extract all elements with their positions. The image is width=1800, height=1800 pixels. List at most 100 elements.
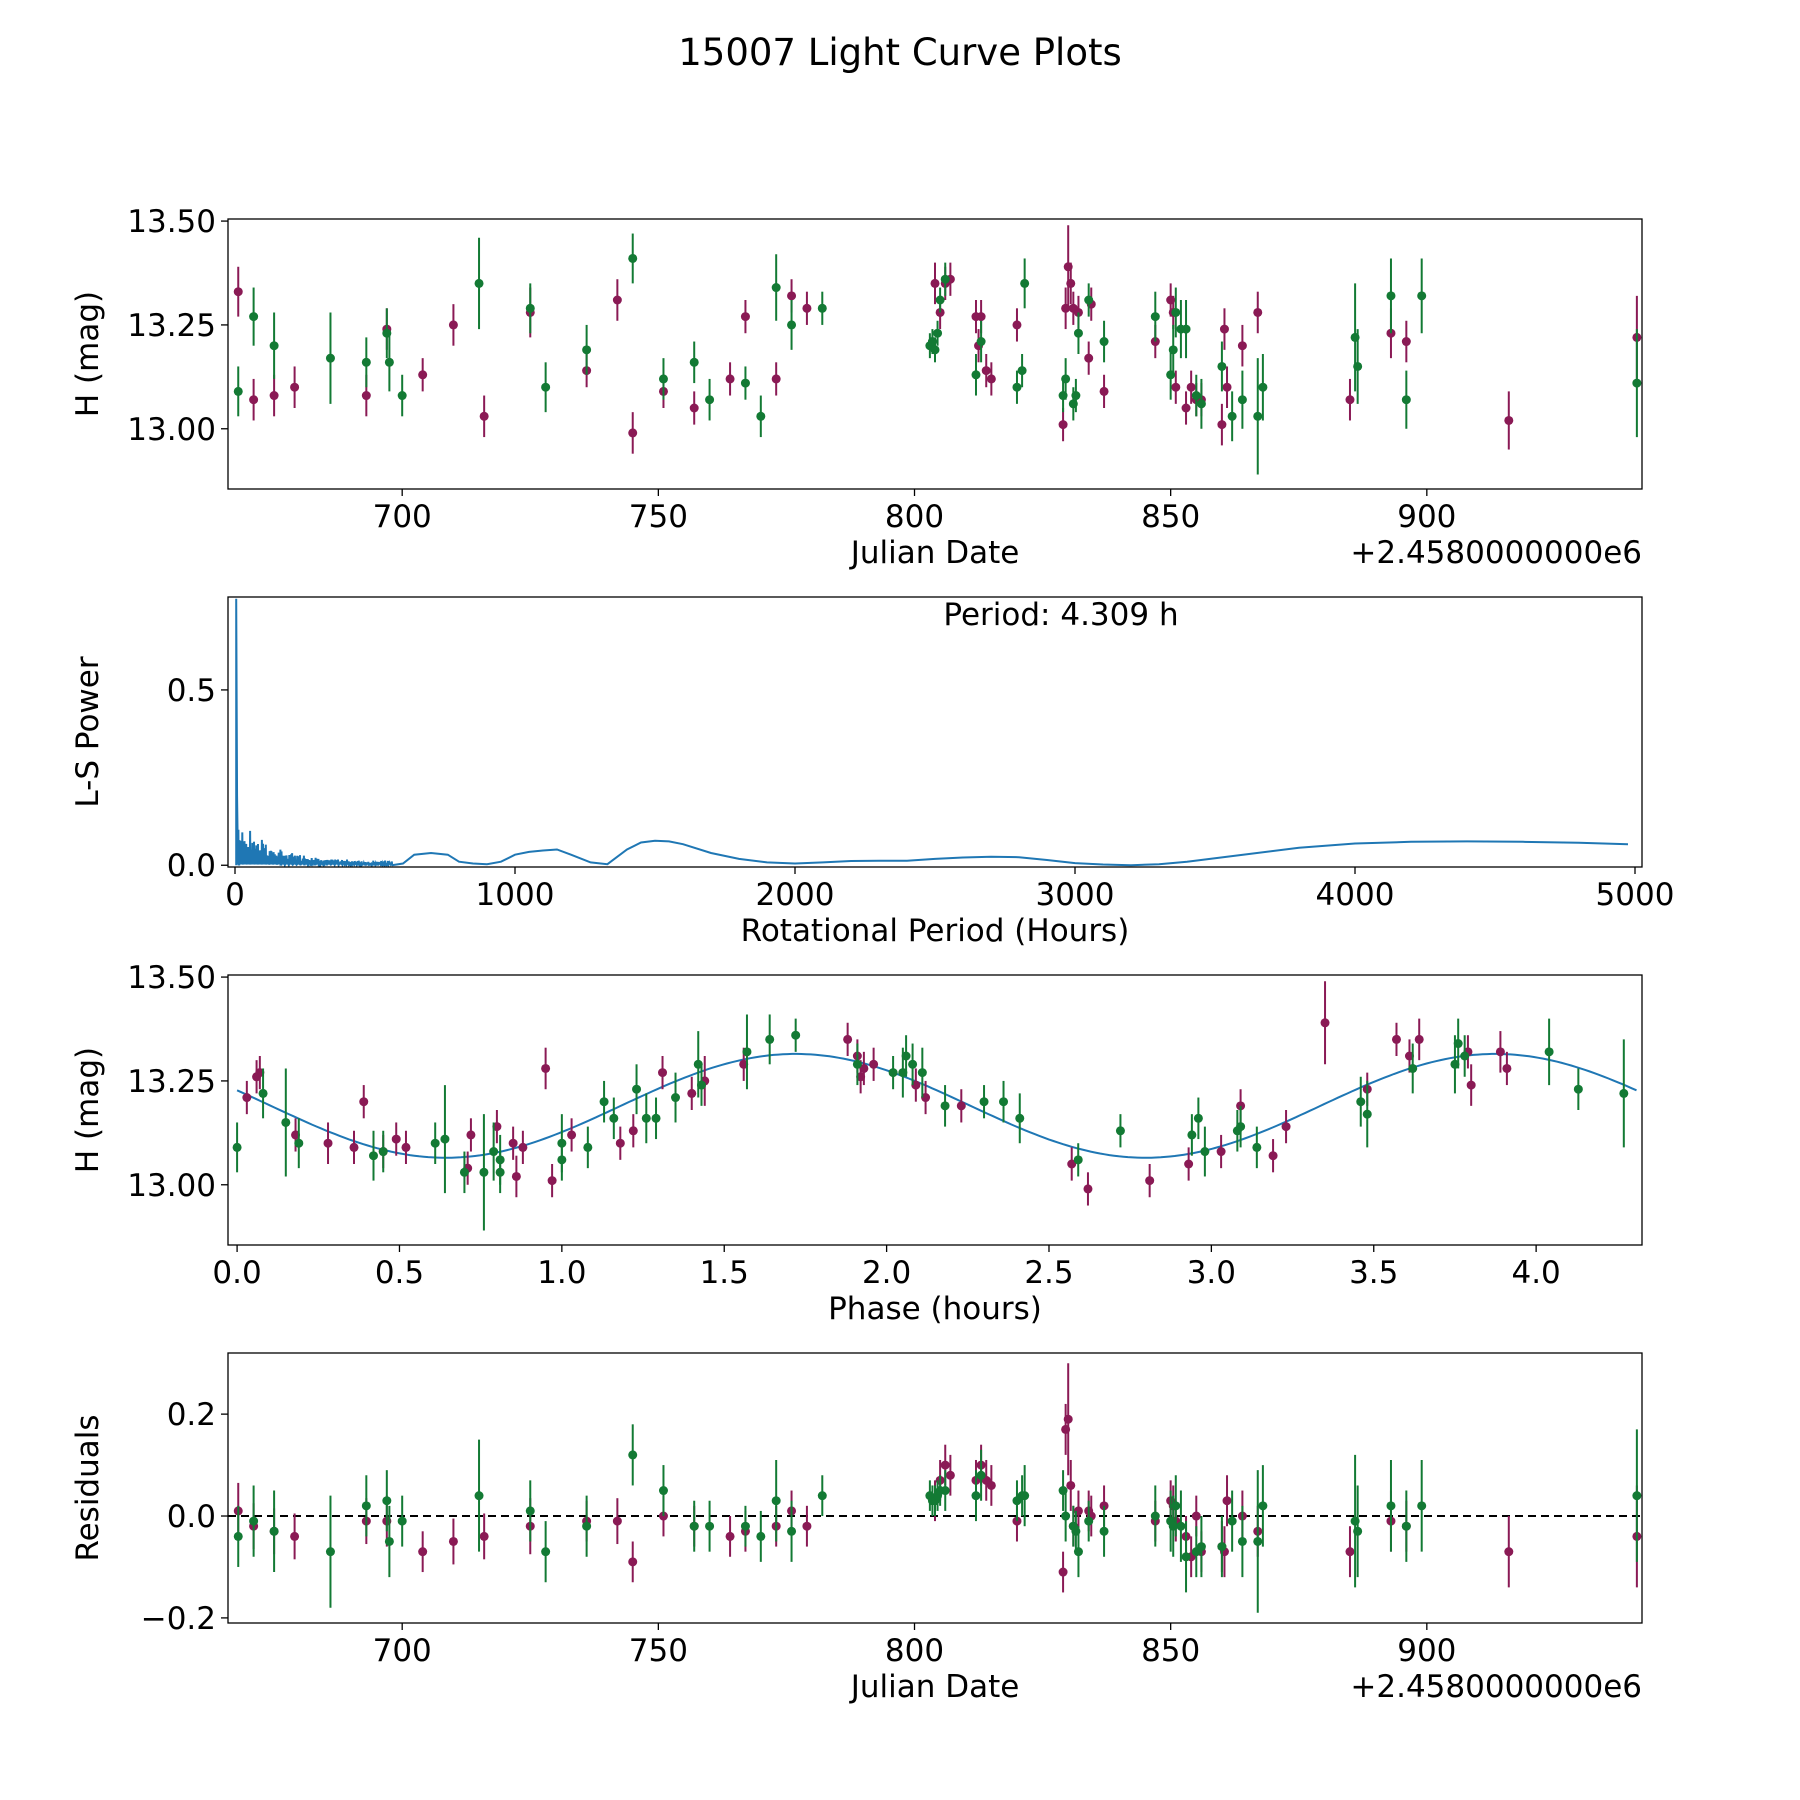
phase-fold-data-point bbox=[1414, 1034, 1424, 1044]
residuals-data-point bbox=[1099, 1526, 1109, 1536]
light-curve-data-point bbox=[689, 403, 699, 413]
phase-fold-data-point bbox=[1252, 1142, 1262, 1152]
residuals-data-point bbox=[971, 1491, 981, 1501]
periodogram-y-label: L-S Power bbox=[70, 656, 106, 807]
residuals-data-point bbox=[525, 1506, 535, 1516]
phase-fold-x-tick-label: 2.0 bbox=[862, 1255, 911, 1291]
residuals-data-point bbox=[249, 1516, 259, 1526]
phase-fold-y-label: H (mag) bbox=[70, 1047, 106, 1173]
phase-fold-data-point bbox=[940, 1101, 950, 1111]
light-curve-data-point bbox=[479, 411, 489, 421]
phase-fold-data-point bbox=[541, 1063, 551, 1073]
light-curve-data-point bbox=[740, 378, 750, 388]
phase-fold-data-point bbox=[869, 1059, 879, 1069]
residuals-plot-area bbox=[228, 1363, 1642, 1613]
light-curve-data-point bbox=[1171, 382, 1181, 392]
phase-fold-data-point bbox=[632, 1084, 642, 1094]
residuals-y-tick-label: −0.2 bbox=[141, 1601, 216, 1637]
residuals-data-point bbox=[976, 1470, 986, 1480]
light-curve-data-point bbox=[361, 391, 371, 401]
residuals-y-tick-label: 0.0 bbox=[167, 1499, 216, 1535]
residuals-data-point bbox=[1181, 1552, 1191, 1562]
phase-fold-data-point bbox=[1187, 1130, 1197, 1140]
phase-fold-plot-area bbox=[232, 981, 1637, 1231]
light-curve-x-tick-label: 750 bbox=[629, 499, 688, 535]
residuals-data-point bbox=[1061, 1511, 1071, 1521]
phase-fold-data-point bbox=[1544, 1047, 1554, 1057]
light-curve-x-tick-label: 800 bbox=[885, 499, 944, 535]
residuals-data-point bbox=[1150, 1511, 1160, 1521]
phase-fold-data-point bbox=[599, 1097, 609, 1107]
residuals-data-point bbox=[771, 1496, 781, 1506]
phase-fold-data-point bbox=[368, 1151, 378, 1161]
residuals-x-tick-label: 900 bbox=[1397, 1633, 1456, 1669]
residuals-data-point bbox=[1258, 1501, 1268, 1511]
light-curve-data-point bbox=[771, 283, 781, 293]
phase-fold-data-point bbox=[658, 1068, 668, 1078]
phase-fold-data-point bbox=[1015, 1113, 1025, 1123]
residuals-data-point bbox=[474, 1491, 484, 1501]
residuals-data-point bbox=[325, 1547, 335, 1557]
residuals-data-point bbox=[628, 1557, 638, 1567]
phase-fold-data-point bbox=[901, 1051, 911, 1061]
light-curve-data-point bbox=[725, 374, 735, 384]
light-curve-data-point bbox=[1073, 328, 1083, 338]
light-curve-data-point bbox=[397, 391, 407, 401]
residuals-ticks: 700 750 800 850 900 −0.2 0.0 0.2 bbox=[141, 1352, 1643, 1669]
phase-fold-data-point bbox=[547, 1176, 557, 1186]
phase-fold-data-point bbox=[791, 1030, 801, 1040]
residuals-data-point bbox=[1227, 1516, 1237, 1526]
periodogram-x-label: Rotational Period (Hours) bbox=[741, 913, 1130, 949]
residuals-data-point bbox=[1176, 1521, 1186, 1531]
light-curve-data-point bbox=[705, 395, 715, 405]
phase-fold-data-point bbox=[294, 1138, 304, 1148]
light-curve-data-point bbox=[787, 291, 797, 301]
periodogram-x-tick-label: 0 bbox=[225, 877, 245, 913]
residuals-data-point bbox=[628, 1450, 638, 1460]
phase-fold-y-tick-label: 13.50 bbox=[127, 960, 216, 996]
residuals-data-point bbox=[1345, 1547, 1355, 1557]
phase-fold-x-tick-label: 2.5 bbox=[1024, 1255, 1073, 1291]
residuals-data-point bbox=[756, 1531, 766, 1541]
phase-fold-data-point bbox=[1573, 1084, 1583, 1094]
phase-fold-data-point bbox=[459, 1167, 469, 1177]
residuals-data-point bbox=[1222, 1496, 1232, 1506]
phase-fold-data-point bbox=[908, 1059, 918, 1069]
phase-fold-ticks: 0.0 0.5 1.0 1.5 2.0 2.5 3.0 3.5 4.0 13.00 13.25 13.… bbox=[127, 960, 1643, 1291]
light-curve-data-point bbox=[817, 303, 827, 313]
light-curve-data-point bbox=[771, 374, 781, 384]
phase-fold-data-point bbox=[430, 1138, 440, 1148]
residuals-data-point bbox=[986, 1480, 996, 1490]
light-curve-data-point bbox=[935, 295, 945, 305]
residuals-data-point bbox=[582, 1521, 592, 1531]
light-curve-x-tick-label: 700 bbox=[373, 499, 432, 535]
light-curve-data-point bbox=[290, 382, 300, 392]
light-curve-x-label: Julian Date bbox=[849, 535, 1020, 571]
light-curve-data-point bbox=[1150, 312, 1160, 322]
residuals-data-point bbox=[1217, 1542, 1227, 1552]
residuals-data-point bbox=[1084, 1516, 1094, 1526]
phase-fold-data-point bbox=[1466, 1080, 1476, 1090]
phase-fold-data-point bbox=[888, 1068, 898, 1078]
light-curve-data-point bbox=[1181, 324, 1191, 334]
light-curve-data-point bbox=[756, 411, 766, 421]
light-curve-y-tick-label: 13.50 bbox=[127, 204, 216, 240]
light-curve-data-point bbox=[325, 353, 335, 363]
light-curve-x-tick-label: 850 bbox=[1141, 499, 1200, 535]
light-curve-data-point bbox=[1186, 382, 1196, 392]
phase-fold-model-curve bbox=[236, 1052, 1637, 1159]
period-annotation: Period: 4.309 h bbox=[943, 597, 1178, 633]
phase-fold-panel: 0.0 0.5 1.0 1.5 2.0 2.5 3.0 3.5 4.0 13.00 13.25 13.… bbox=[70, 960, 1643, 1327]
phase-fold-data-point bbox=[1408, 1063, 1418, 1073]
residuals-panel: 700 750 800 850 900 −0.2 0.0 0.2 Julian Date Re… bbox=[70, 1352, 1643, 1705]
residuals-data-point bbox=[1066, 1480, 1076, 1490]
residuals-data-point bbox=[1417, 1501, 1427, 1511]
light-curve-data-point bbox=[1401, 395, 1411, 405]
residuals-data-point bbox=[382, 1496, 392, 1506]
light-curve-data-point bbox=[612, 295, 622, 305]
phase-fold-data-point bbox=[1356, 1097, 1366, 1107]
residuals-data-point bbox=[1073, 1547, 1083, 1557]
phase-fold-data-point bbox=[557, 1138, 567, 1148]
residuals-data-point bbox=[612, 1516, 622, 1526]
residuals-data-point bbox=[397, 1516, 407, 1526]
